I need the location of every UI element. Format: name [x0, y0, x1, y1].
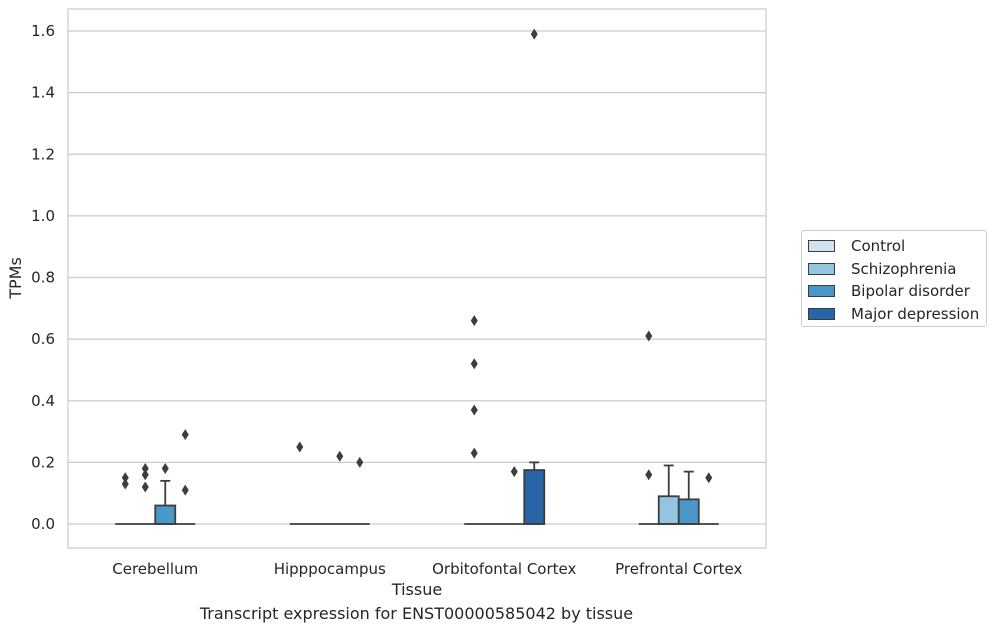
legend-item-schizophrenia: Schizophrenia — [808, 258, 986, 281]
legend-swatch-schizophrenia — [808, 262, 835, 275]
box — [154, 504, 177, 525]
legend: Control Schizophrenia Bipolar disorder M… — [801, 230, 987, 327]
outlier-point — [510, 466, 518, 478]
y-tick-label: 0.8 — [31, 269, 55, 287]
y-axis-label: TPMs — [6, 257, 25, 300]
y-tick-label: 0.6 — [31, 330, 55, 348]
y-tick-label: 0.2 — [31, 453, 55, 471]
outlier-point — [121, 478, 129, 490]
outlier-point — [530, 28, 538, 40]
box — [677, 498, 700, 525]
legend-item-major-depression: Major depression — [808, 303, 986, 326]
box — [523, 469, 546, 525]
x-axis-label: Tissue — [391, 580, 442, 599]
outlier-point — [161, 463, 169, 475]
legend-swatch-major-depression — [808, 307, 835, 320]
legend-label-control: Control — [851, 237, 906, 256]
outlier-point — [336, 450, 344, 462]
x-tick-label: Cerebellum — [112, 560, 198, 578]
x-tick-labels: Cerebellum Hipppocampus Orbitofontal Corte… — [112, 560, 742, 578]
legend-swatch-bipolar-disorder — [808, 285, 835, 298]
x-tick-label: Orbitofontal Cortex — [432, 560, 576, 578]
legend-label-major-depression: Major depression — [851, 304, 980, 323]
legend-item-control: Control — [808, 235, 986, 258]
outlier-point — [470, 447, 478, 459]
outlier-point — [705, 472, 713, 484]
legend-swatch-control — [808, 240, 835, 253]
outlier-point — [181, 429, 189, 441]
boxes-layer — [115, 28, 719, 525]
legend-label-bipolar-disorder: Bipolar disorder — [851, 282, 970, 301]
outlier-point — [141, 481, 149, 493]
box — [657, 495, 680, 525]
outlier-point — [645, 330, 653, 342]
outlier-point — [141, 463, 149, 475]
y-tick-label: 0.4 — [31, 392, 55, 410]
y-tick-label: 0.0 — [31, 515, 55, 533]
legend-item-bipolar-disorder: Bipolar disorder — [808, 280, 986, 303]
chart-caption: Transcript expression for ENST0000058504… — [199, 604, 634, 623]
y-tick-label: 1.0 — [31, 207, 55, 225]
outlier-point — [141, 469, 149, 481]
outlier-point — [470, 404, 478, 416]
outlier-point — [356, 456, 364, 468]
x-tick-label: Hipppocampus — [274, 560, 386, 578]
outlier-point — [121, 472, 129, 484]
outlier-point — [181, 484, 189, 496]
plot-area — [67, 8, 767, 549]
outlier-point — [645, 469, 653, 481]
outlier-point — [296, 441, 304, 453]
outlier-point — [470, 315, 478, 327]
x-tick-label: Prefrontal Cortex — [615, 560, 742, 578]
y-tick-label: 1.4 — [31, 84, 55, 102]
legend-label-schizophrenia: Schizophrenia — [851, 259, 957, 278]
outlier-point — [470, 358, 478, 370]
y-tick-label: 1.6 — [31, 22, 55, 40]
y-tick-labels: 0.0 0.2 0.4 0.6 0.8 1.0 1.2 1.4 1.6 — [31, 22, 55, 533]
y-tick-label: 1.2 — [31, 145, 55, 163]
